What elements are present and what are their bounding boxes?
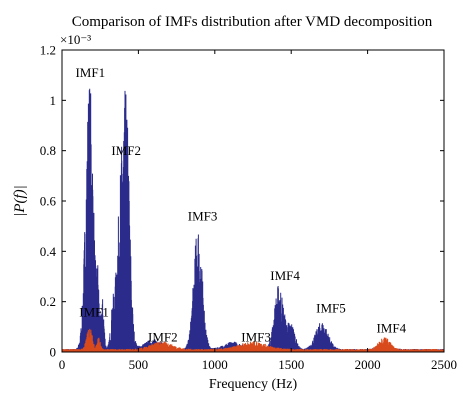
x-tick-label: 1500 (278, 357, 304, 372)
x-tick-label: 2500 (431, 357, 457, 372)
x-tick-label: 500 (129, 357, 149, 372)
annotation-label: IMF1 (79, 304, 109, 319)
annotation-label: IMF1 (75, 65, 105, 80)
annotation-label: IMF3 (241, 329, 271, 344)
y-tick-label: 0.2 (40, 294, 56, 309)
x-tick-label: 2000 (355, 357, 381, 372)
tick-layer: 0 500 1000 1500 2000 2500 0 0.2 0.4 0.6 0.8 1 1.2 (40, 43, 457, 373)
y-tick-label: 0 (50, 345, 57, 360)
annotation-label: IMF4 (376, 321, 406, 336)
annotation-layer: IMF1 IMF2 IMF3 IMF4 IMF5 IMF1 IMF2 IMF3 IMF4 (75, 65, 406, 344)
x-tick-label: 0 (59, 357, 66, 372)
x-axis-label: Frequency (Hz) (209, 377, 298, 392)
annotation-label: IMF5 (316, 301, 346, 316)
y-tick-label: 0.8 (40, 143, 56, 158)
annotation-label: IMF2 (111, 143, 141, 158)
annotation-label: IMF4 (270, 268, 300, 283)
annotation-label: IMF2 (148, 329, 178, 344)
y-tick-label: 0.6 (40, 194, 57, 209)
annotation-label: IMF3 (188, 209, 218, 224)
y-tick-label: 1.2 (40, 43, 56, 58)
y-axis-exponent: ×10⁻³ (60, 32, 91, 47)
x-tick-label: 1000 (202, 357, 228, 372)
y-axis-label: |P(f)| (12, 185, 28, 217)
chart-title: Comparison of IMFs distribution after VM… (72, 14, 433, 30)
y-tick-label: 1 (50, 93, 57, 108)
y-tick-label: 0.4 (40, 244, 57, 259)
